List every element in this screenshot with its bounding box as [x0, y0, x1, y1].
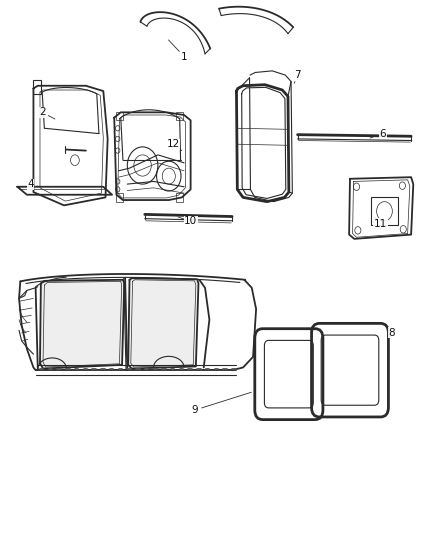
Text: 11: 11 — [374, 219, 387, 229]
Bar — [371, 197, 398, 225]
Text: 8: 8 — [388, 328, 395, 338]
Polygon shape — [128, 278, 198, 368]
Text: 10: 10 — [184, 216, 197, 227]
Text: 7: 7 — [294, 70, 301, 80]
Bar — [33, 80, 41, 94]
Text: 2: 2 — [39, 107, 46, 117]
Bar — [116, 112, 123, 120]
Bar — [116, 193, 123, 201]
Text: 9: 9 — [192, 405, 198, 415]
Text: 12: 12 — [166, 139, 180, 149]
Polygon shape — [40, 280, 124, 368]
Text: 6: 6 — [379, 128, 386, 139]
Text: 1: 1 — [181, 52, 187, 61]
Text: 4: 4 — [27, 179, 34, 189]
Bar — [176, 112, 183, 120]
Bar — [176, 193, 183, 201]
